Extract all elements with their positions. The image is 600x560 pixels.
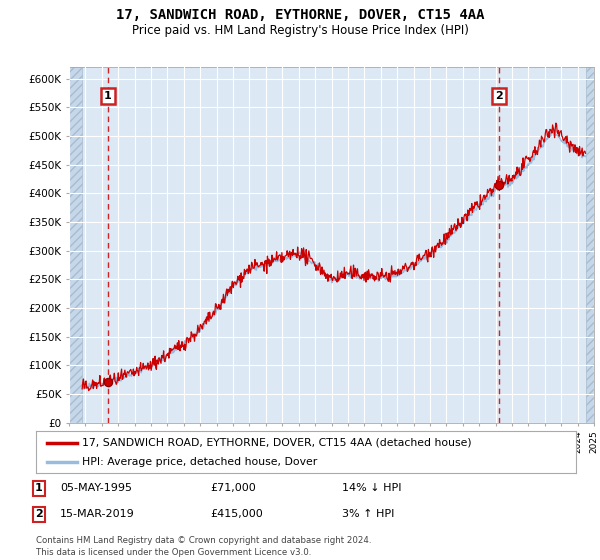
- Text: 3% ↑ HPI: 3% ↑ HPI: [342, 509, 394, 519]
- Text: 2: 2: [495, 91, 503, 101]
- Text: £415,000: £415,000: [210, 509, 263, 519]
- Text: HPI: Average price, detached house, Dover: HPI: Average price, detached house, Dove…: [82, 457, 317, 467]
- Text: 17, SANDWICH ROAD, EYTHORNE, DOVER, CT15 4AA (detached house): 17, SANDWICH ROAD, EYTHORNE, DOVER, CT15…: [82, 437, 472, 447]
- Text: Price paid vs. HM Land Registry's House Price Index (HPI): Price paid vs. HM Land Registry's House …: [131, 24, 469, 36]
- Text: This data is licensed under the Open Government Licence v3.0.: This data is licensed under the Open Gov…: [36, 548, 311, 557]
- Text: 2: 2: [35, 509, 43, 519]
- Text: 05-MAY-1995: 05-MAY-1995: [60, 483, 132, 493]
- Bar: [69, 67, 82, 423]
- Text: 17, SANDWICH ROAD, EYTHORNE, DOVER, CT15 4AA: 17, SANDWICH ROAD, EYTHORNE, DOVER, CT15…: [116, 8, 484, 22]
- Text: 14% ↓ HPI: 14% ↓ HPI: [342, 483, 401, 493]
- Text: 15-MAR-2019: 15-MAR-2019: [60, 509, 135, 519]
- Text: 1: 1: [104, 91, 112, 101]
- Bar: [586, 67, 594, 423]
- Text: 1: 1: [35, 483, 43, 493]
- Text: £71,000: £71,000: [210, 483, 256, 493]
- Text: Contains HM Land Registry data © Crown copyright and database right 2024.: Contains HM Land Registry data © Crown c…: [36, 536, 371, 545]
